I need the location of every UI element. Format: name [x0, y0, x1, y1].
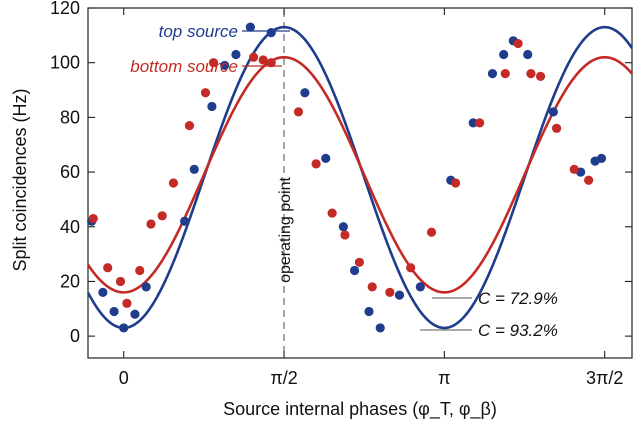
data-point-bottom-source	[168, 178, 179, 188]
contrast-bottom-label: C = 72.9%	[478, 289, 558, 308]
x-axis-label: Source internal phases (φ_T, φ_β)	[223, 399, 497, 420]
data-point-top-source	[300, 88, 310, 98]
data-point-top-source	[364, 306, 374, 317]
operating-point-label: operating point	[277, 177, 294, 283]
data-point-top-source	[548, 107, 558, 117]
y-tick-label: 0	[70, 326, 80, 346]
data-point-top-source	[394, 290, 405, 300]
data-point-top-source	[468, 118, 478, 128]
y-tick-label: 100	[50, 53, 80, 73]
data-point-bottom-source	[354, 257, 364, 267]
data-point-top-source	[98, 287, 108, 297]
data-point-bottom-source	[88, 213, 98, 224]
data-point-top-source	[338, 222, 348, 232]
data-point-bottom-source	[535, 71, 546, 81]
data-point-bottom-source	[340, 230, 350, 240]
y-tick-label: 60	[60, 162, 80, 182]
data-point-top-source	[141, 282, 151, 292]
data-point-bottom-source	[584, 175, 594, 185]
data-point-top-source	[220, 60, 230, 71]
data-point-bottom-source	[208, 58, 219, 68]
data-point-top-source	[321, 153, 331, 163]
data-point-top-source	[415, 282, 425, 292]
axis-ticks: 0 20 40 60 80 100 120 0 π/2 π 3π/2	[50, 0, 632, 388]
data-point-top-source	[189, 164, 199, 174]
data-point-bottom-source	[311, 159, 321, 169]
data-point-bottom-source	[200, 88, 211, 98]
data-point-top-source	[109, 306, 119, 317]
data-point-bottom-source	[475, 118, 485, 128]
x-tick-label: 3π/2	[586, 368, 623, 388]
fit-curve-bottom-source	[86, 55, 633, 294]
data-point-bottom-source	[367, 282, 377, 292]
data-point-bottom-source	[569, 164, 579, 174]
y-tick-label: 20	[60, 271, 80, 291]
data-point-bottom-source	[146, 219, 156, 229]
y-tick-label: 40	[60, 217, 80, 237]
plot-frame	[87, 7, 633, 359]
y-axis-label: Split coincidences (Hz)	[10, 88, 30, 271]
data-point-bottom-source	[526, 69, 536, 79]
data-point-bottom-source	[293, 107, 304, 117]
data-point-bottom-source	[450, 178, 461, 188]
data-point-bottom-source	[115, 276, 126, 287]
x-tick-label: π/2	[270, 368, 297, 388]
data-point-bottom-source	[135, 265, 145, 276]
data-point-bottom-source	[258, 55, 268, 65]
y-tick-label: 120	[50, 0, 80, 18]
data-point-bottom-source	[157, 211, 167, 221]
x-tick-label: 0	[119, 368, 129, 388]
data-point-bottom-source	[500, 69, 510, 79]
data-point-top-source	[130, 309, 140, 319]
data-point-bottom-source	[266, 58, 276, 68]
data-point-top-source	[231, 49, 241, 60]
data-point-top-source	[487, 69, 498, 79]
data-point-top-source	[245, 22, 255, 32]
data-points	[87, 22, 607, 333]
data-point-bottom-source	[122, 298, 132, 308]
contrast-top-label: C = 93.2%	[478, 321, 558, 340]
bottom-source-label: bottom source	[130, 57, 238, 76]
data-point-bottom-source	[426, 227, 437, 237]
data-point-top-source	[375, 323, 385, 333]
data-point-top-source	[523, 49, 533, 60]
data-point-top-source	[180, 216, 190, 226]
top-source-label: top source	[159, 22, 238, 41]
fit-curves	[86, 25, 634, 330]
data-point-top-source	[207, 101, 217, 112]
y-tick-label: 80	[60, 107, 80, 127]
data-point-bottom-source	[184, 120, 195, 131]
data-point-bottom-source	[248, 52, 259, 62]
x-tick-label: π	[438, 368, 450, 388]
data-point-bottom-source	[103, 263, 113, 273]
data-point-top-source	[119, 323, 129, 333]
data-point-top-source	[266, 28, 276, 38]
data-point-bottom-source	[513, 38, 523, 49]
data-point-bottom-source	[385, 287, 395, 297]
data-point-top-source	[349, 265, 360, 276]
data-point-bottom-source	[406, 263, 416, 273]
data-point-bottom-source	[327, 208, 337, 218]
data-point-bottom-source	[551, 123, 562, 133]
data-point-top-source	[596, 153, 607, 163]
data-point-top-source	[499, 49, 509, 60]
